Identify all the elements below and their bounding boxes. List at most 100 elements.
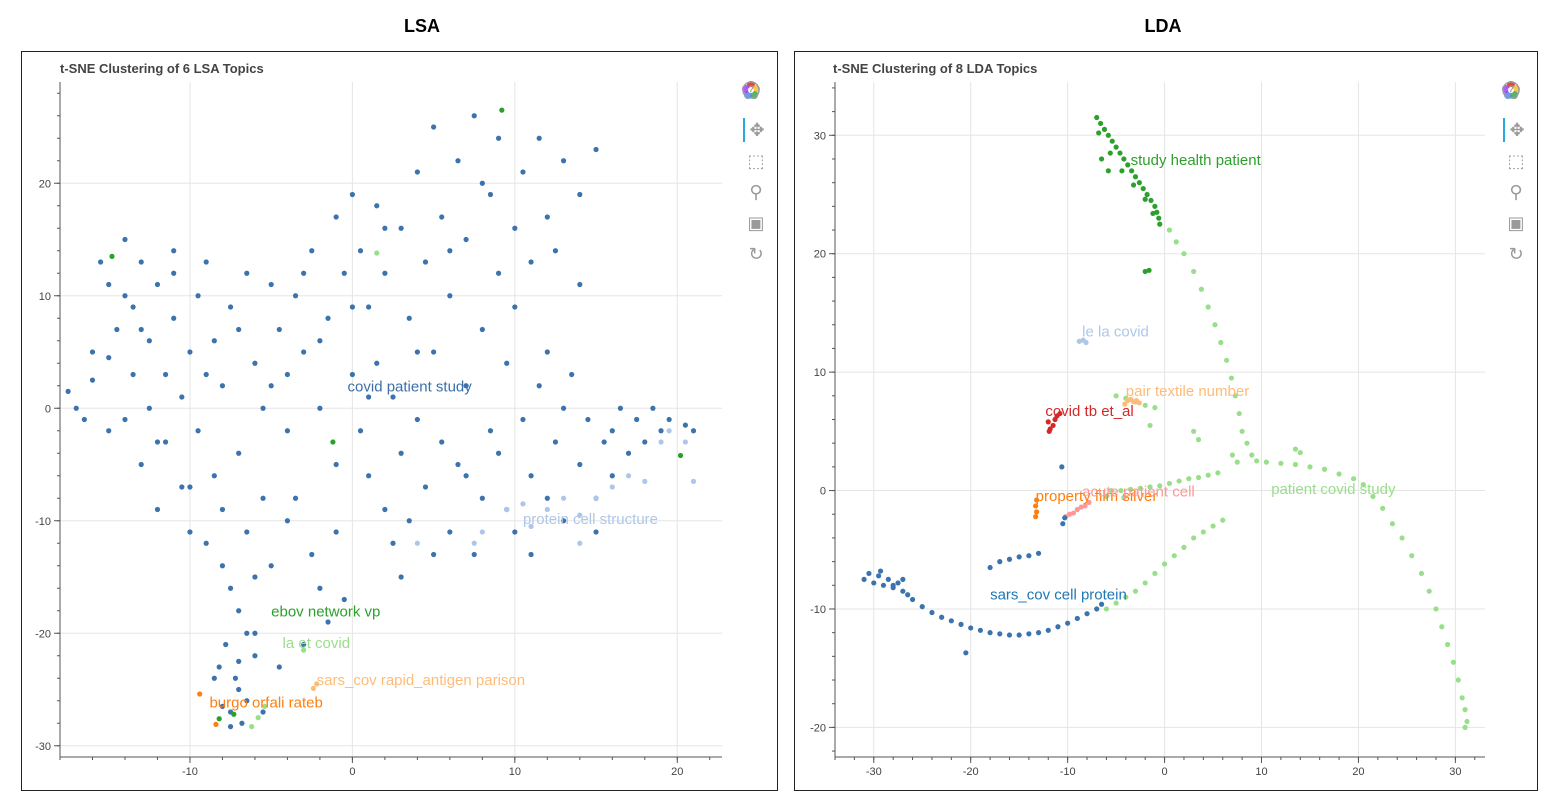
data-point[interactable] bbox=[544, 349, 550, 355]
data-point[interactable] bbox=[333, 529, 339, 535]
data-point[interactable] bbox=[560, 495, 567, 501]
data-point[interactable] bbox=[1142, 580, 1148, 586]
data-point[interactable] bbox=[1215, 470, 1221, 476]
data-point[interactable] bbox=[146, 338, 152, 344]
data-point[interactable] bbox=[536, 135, 542, 141]
data-point[interactable] bbox=[1399, 535, 1405, 541]
data-point[interactable] bbox=[333, 461, 339, 468]
data-point[interactable] bbox=[479, 180, 485, 186]
data-point[interactable] bbox=[382, 270, 388, 276]
data-point[interactable] bbox=[1057, 410, 1063, 417]
data-point[interactable] bbox=[439, 439, 445, 445]
data-point[interactable] bbox=[309, 248, 315, 254]
data-point[interactable] bbox=[900, 588, 906, 594]
data-point[interactable] bbox=[262, 703, 268, 709]
data-point[interactable] bbox=[1147, 484, 1153, 490]
data-point[interactable] bbox=[939, 614, 945, 620]
data-point[interactable] bbox=[997, 559, 1003, 565]
data-point[interactable] bbox=[1191, 428, 1197, 434]
data-point[interactable] bbox=[977, 627, 984, 633]
data-point[interactable] bbox=[223, 641, 229, 648]
data-point[interactable] bbox=[1152, 405, 1158, 411]
data-point[interactable] bbox=[1254, 458, 1260, 464]
data-point[interactable] bbox=[447, 248, 453, 254]
data-point[interactable] bbox=[1191, 535, 1197, 541]
reset-icon[interactable]: ↻ bbox=[748, 243, 764, 265]
data-point[interactable] bbox=[1462, 724, 1468, 730]
data-point[interactable] bbox=[219, 383, 226, 389]
data-point[interactable] bbox=[455, 158, 461, 164]
data-point[interactable] bbox=[81, 416, 87, 423]
data-point[interactable] bbox=[227, 585, 234, 591]
data-point[interactable] bbox=[1157, 483, 1163, 489]
data-point[interactable] bbox=[1119, 168, 1125, 174]
data-point[interactable] bbox=[1150, 210, 1156, 217]
data-point[interactable] bbox=[249, 724, 255, 730]
data-point[interactable] bbox=[1166, 227, 1173, 233]
data-point[interactable] bbox=[885, 576, 891, 582]
data-point[interactable] bbox=[89, 377, 96, 383]
data-point[interactable] bbox=[130, 304, 136, 310]
data-point[interactable] bbox=[439, 214, 445, 220]
data-point[interactable] bbox=[284, 518, 291, 524]
data-point[interactable] bbox=[520, 416, 526, 423]
data-point[interactable] bbox=[1046, 428, 1052, 434]
data-point[interactable] bbox=[1035, 550, 1042, 556]
data-point[interactable] bbox=[1026, 631, 1032, 637]
data-point[interactable] bbox=[1136, 400, 1142, 406]
data-point[interactable] bbox=[203, 540, 209, 546]
data-point[interactable] bbox=[1137, 485, 1143, 491]
data-point[interactable] bbox=[1074, 615, 1080, 622]
data-point[interactable] bbox=[690, 428, 697, 434]
data-point[interactable] bbox=[1450, 659, 1457, 665]
data-point[interactable] bbox=[593, 146, 599, 153]
data-point[interactable] bbox=[601, 439, 607, 445]
data-point[interactable] bbox=[219, 563, 226, 569]
data-point[interactable] bbox=[1094, 114, 1100, 121]
data-point[interactable] bbox=[1181, 251, 1187, 257]
data-point[interactable] bbox=[276, 664, 282, 670]
data-point[interactable] bbox=[366, 394, 372, 400]
data-point[interactable] bbox=[479, 495, 485, 501]
data-point[interactable] bbox=[1109, 138, 1115, 144]
data-point[interactable] bbox=[929, 609, 935, 616]
data-point[interactable] bbox=[1464, 718, 1470, 725]
data-point[interactable] bbox=[179, 394, 185, 400]
data-point[interactable] bbox=[1074, 506, 1080, 513]
data-point[interactable] bbox=[374, 360, 380, 366]
help-icon[interactable]: ? bbox=[1502, 81, 1528, 297]
data-point[interactable] bbox=[1218, 339, 1224, 346]
data-point[interactable] bbox=[195, 428, 201, 434]
data-point[interactable] bbox=[1125, 162, 1131, 168]
data-point[interactable] bbox=[227, 724, 234, 730]
data-point[interactable] bbox=[1297, 450, 1303, 456]
data-point[interactable] bbox=[919, 604, 925, 610]
data-point[interactable] bbox=[1113, 600, 1119, 606]
data-point[interactable] bbox=[244, 630, 250, 636]
data-point[interactable] bbox=[1142, 402, 1148, 408]
data-point[interactable] bbox=[642, 478, 648, 484]
data-point[interactable] bbox=[211, 675, 217, 681]
data-point[interactable] bbox=[1016, 554, 1022, 560]
data-point[interactable] bbox=[560, 518, 567, 524]
data-point[interactable] bbox=[1370, 493, 1376, 500]
data-point[interactable] bbox=[73, 405, 79, 411]
data-point[interactable] bbox=[512, 225, 518, 231]
help-icon[interactable]: ? bbox=[742, 81, 768, 297]
data-point[interactable] bbox=[617, 405, 624, 411]
data-point[interactable] bbox=[171, 270, 177, 276]
data-point[interactable] bbox=[154, 439, 161, 445]
data-point[interactable] bbox=[122, 416, 128, 423]
data-point[interactable] bbox=[236, 326, 242, 333]
data-point[interactable] bbox=[301, 647, 307, 653]
data-point[interactable] bbox=[292, 293, 299, 299]
data-point[interactable] bbox=[1152, 570, 1158, 577]
data-point[interactable] bbox=[1034, 497, 1040, 503]
data-point[interactable] bbox=[455, 461, 461, 468]
data-point[interactable] bbox=[866, 570, 872, 577]
data-point[interactable] bbox=[504, 506, 510, 513]
data-point[interactable] bbox=[106, 355, 112, 361]
data-point[interactable] bbox=[520, 501, 526, 507]
data-point[interactable] bbox=[1103, 493, 1110, 500]
data-point[interactable] bbox=[1439, 624, 1445, 630]
